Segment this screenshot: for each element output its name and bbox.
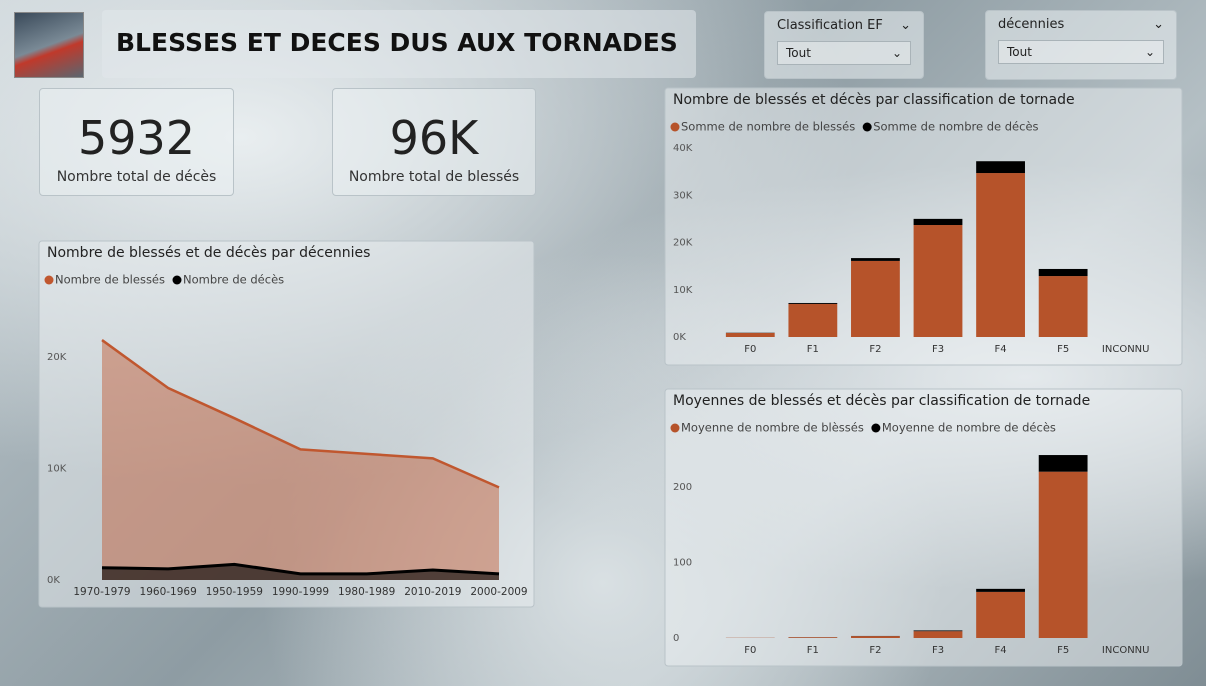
x-tick-label: F4 — [995, 645, 1007, 656]
kpi-label: Nombre total de blessés — [348, 169, 520, 185]
x-tick-label: 1980-1989 — [338, 586, 395, 598]
line — [101, 562, 500, 576]
bar — [913, 218, 963, 226]
x-tick-label: F5 — [1057, 344, 1069, 355]
legend-marker — [871, 423, 881, 433]
kpi-card: 5932 Nombre total de décès — [39, 88, 234, 196]
legend-label: Somme de nombre de blessés — [681, 120, 855, 134]
bar — [1038, 471, 1088, 638]
page-title: BLESSES ET DECES DUS AUX TORNADES — [102, 10, 696, 78]
legend-label: Nombre de décès — [183, 273, 284, 287]
slicer-label: décennies ⌄ — [998, 17, 1164, 32]
bar — [725, 332, 775, 337]
x-tick-label: INCONNU — [1102, 645, 1150, 656]
kpi-value: 5932 — [77, 111, 196, 165]
y-tick-label: 20K — [47, 352, 67, 363]
bar — [976, 588, 1025, 592]
slicer-label: Classification EF ⌄ — [777, 18, 911, 33]
x-tick-label: 1960-1969 — [140, 586, 197, 598]
x-tick-label: F1 — [807, 645, 819, 656]
x-tick-label: 1990-1999 — [272, 586, 329, 598]
y-tick-label: 0K — [673, 332, 686, 343]
x-tick-label: 1970-1979 — [73, 586, 130, 598]
bar — [976, 173, 1025, 337]
legend-marker — [862, 122, 872, 132]
slicer-dropdown[interactable]: Tout ⌄ — [998, 40, 1164, 64]
x-tick-label: F4 — [995, 344, 1007, 355]
legend-marker — [172, 275, 182, 285]
x-tick-label: F0 — [744, 344, 756, 355]
bar — [913, 225, 963, 337]
bar — [1038, 268, 1088, 277]
x-tick-label: 1950-1959 — [206, 586, 263, 598]
slicer-title: Classification EF — [777, 18, 883, 33]
slicer[interactable]: décennies ⌄ Tout ⌄ — [985, 10, 1177, 80]
bar — [913, 631, 963, 638]
slicer-title: décennies — [998, 17, 1065, 32]
y-tick-label: 0K — [47, 575, 60, 586]
bar — [851, 636, 900, 638]
bar — [788, 637, 838, 638]
kpi-value: 96K — [389, 111, 479, 165]
y-tick-label: 10K — [673, 285, 693, 296]
kpi-card: 96K Nombre total de blessés — [332, 88, 536, 196]
y-tick-label: 0 — [673, 633, 679, 644]
panel — [38, 240, 535, 608]
bar — [976, 161, 1025, 174]
line — [101, 339, 500, 489]
area — [102, 340, 499, 580]
bar — [976, 591, 1025, 638]
bar — [913, 630, 963, 632]
chevron: ⌄ — [900, 18, 911, 33]
x-tick-label: F3 — [932, 645, 944, 656]
chevron: ⌄ — [891, 46, 902, 60]
bar — [851, 260, 900, 337]
slicer-value: Tout — [786, 46, 811, 60]
tornado-icon — [14, 12, 84, 78]
legend-label: Moyenne de nombre de blèssés — [681, 421, 864, 435]
legend-marker — [670, 122, 680, 132]
slicer[interactable]: Classification EF ⌄ Tout ⌄ — [764, 11, 924, 79]
y-tick-label: 10K — [47, 463, 67, 474]
legend-marker — [44, 275, 54, 285]
chevron: ⌄ — [1153, 17, 1164, 32]
bar — [851, 258, 900, 261]
bar — [1038, 455, 1088, 472]
x-tick-label: 2010-2019 — [404, 586, 461, 598]
x-tick-label: F2 — [869, 645, 881, 656]
x-tick-label: F5 — [1057, 645, 1069, 656]
bar — [1038, 276, 1088, 337]
y-tick-label: 30K — [673, 190, 693, 201]
x-tick-label: F1 — [807, 344, 819, 355]
chevron: ⌄ — [1144, 45, 1155, 59]
chart-title: Moyennes de blessés et décès par classif… — [673, 393, 1090, 409]
legend-label: Nombre de blessés — [55, 273, 165, 287]
legend-marker — [670, 423, 680, 433]
x-tick-label: 2000-2009 — [470, 586, 527, 598]
x-tick-label: F0 — [744, 645, 756, 656]
legend-label: Somme de nombre de décès — [873, 120, 1038, 134]
slicer-value: Tout — [1007, 45, 1032, 59]
bar — [788, 303, 838, 337]
y-tick-label: 200 — [673, 482, 692, 493]
legend-label: Moyenne de nombre de décès — [882, 421, 1056, 435]
kpi-label: Nombre total de décès — [56, 169, 217, 185]
y-tick-label: 100 — [673, 557, 692, 568]
x-tick-label: F3 — [932, 344, 944, 355]
y-tick-label: 20K — [673, 238, 693, 249]
chart-title: Nombre de blessés et décès par classific… — [673, 92, 1075, 108]
x-tick-label: INCONNU — [1102, 344, 1150, 355]
bar — [788, 302, 838, 304]
slicer-dropdown[interactable]: Tout ⌄ — [777, 41, 911, 65]
y-tick-label: 40K — [673, 143, 693, 154]
x-tick-label: F2 — [869, 344, 881, 355]
chart-title: Nombre de blessés et de décès par décenn… — [47, 245, 370, 261]
area — [102, 564, 499, 580]
